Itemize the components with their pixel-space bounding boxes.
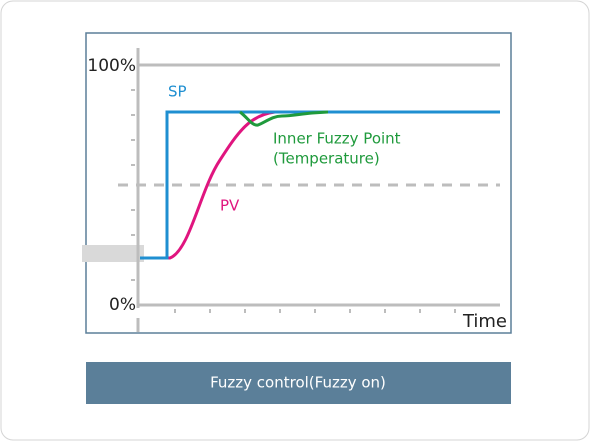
caption: Fuzzy control(Fuzzy on) xyxy=(210,374,386,392)
fuzzy-label: Inner Fuzzy Point xyxy=(273,130,401,148)
fuzzy-label: (Temperature) xyxy=(273,150,380,168)
caption-bar xyxy=(86,362,511,404)
sp-label: SP xyxy=(168,83,187,101)
y-bottom-label: 0% xyxy=(109,295,136,315)
fuzzy-curve xyxy=(239,110,329,127)
pv-curve xyxy=(140,110,500,260)
x-axis-label: Time xyxy=(462,311,507,332)
sp-curve xyxy=(140,110,500,260)
y-top-label: 100% xyxy=(87,56,136,76)
chart-frame xyxy=(85,32,512,334)
shade xyxy=(82,245,144,262)
axis-ticks xyxy=(131,89,456,313)
pv-label: PV xyxy=(220,197,240,215)
